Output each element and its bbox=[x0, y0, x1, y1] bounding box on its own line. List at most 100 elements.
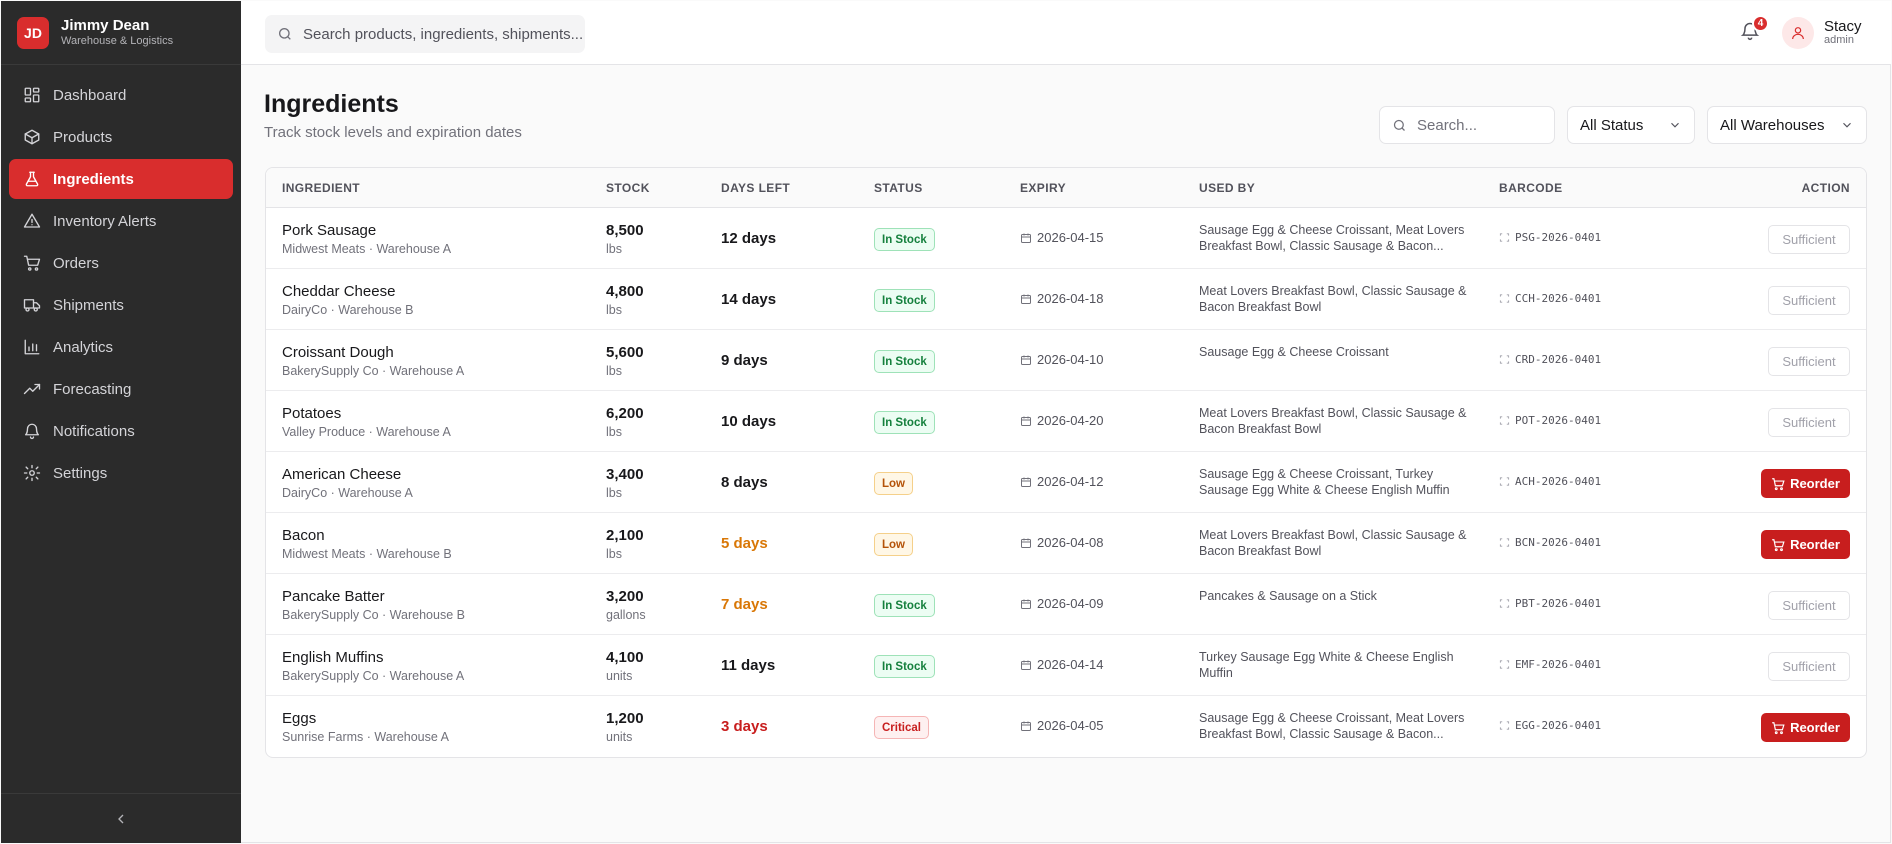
calendar-icon bbox=[1021, 355, 1031, 365]
reorder-button[interactable]: Reorder bbox=[1761, 713, 1850, 742]
sidebar-item-products[interactable]: Products bbox=[9, 117, 233, 157]
expiry-date: 2026-04-12 bbox=[1037, 474, 1104, 489]
cart-icon bbox=[23, 255, 41, 271]
warehouse-filter-value: All Warehouses bbox=[1720, 116, 1825, 134]
cart-icon bbox=[1772, 538, 1785, 551]
sidebar-item-inventory-alerts[interactable]: Inventory Alerts bbox=[9, 201, 233, 241]
table-row[interactable]: Croissant Dough BakerySupply Co · Wareho… bbox=[266, 330, 1866, 391]
stock-value: 3,400 bbox=[606, 466, 644, 483]
expiry-date: 2026-04-08 bbox=[1037, 535, 1104, 550]
sidebar-collapse-button[interactable] bbox=[1, 793, 241, 843]
table-row[interactable]: American Cheese DairyCo · Warehouse A 3,… bbox=[266, 452, 1866, 513]
table-row[interactable]: Potatoes Valley Produce · Warehouse A 6,… bbox=[266, 391, 1866, 452]
gear-icon bbox=[23, 464, 41, 482]
table-row[interactable]: Eggs Sunrise Farms · Warehouse A 1,200 u… bbox=[266, 696, 1866, 757]
sidebar-item-label: Shipments bbox=[53, 296, 124, 314]
ingredient-cell: Eggs Sunrise Farms · Warehouse A bbox=[282, 710, 449, 744]
barcode-value: PSG-2026-0401 bbox=[1515, 231, 1602, 244]
ingredient-search-input[interactable]: Search... bbox=[1379, 106, 1555, 144]
days-left: 9 days bbox=[721, 352, 768, 369]
sidebar-item-label: Analytics bbox=[53, 338, 114, 356]
ingredient-supplier: Sunrise Farms · Warehouse A bbox=[282, 730, 449, 744]
calendar-icon bbox=[1021, 660, 1031, 670]
expiry-cell: 2026-04-15 bbox=[1020, 230, 1104, 245]
sidebar-item-label: Inventory Alerts bbox=[53, 212, 157, 230]
sufficient-button[interactable]: Sufficient bbox=[1768, 652, 1850, 681]
stock-unit: lbs bbox=[606, 547, 622, 561]
sufficient-button[interactable]: Sufficient bbox=[1768, 347, 1850, 376]
status-badge: Low bbox=[874, 533, 913, 556]
sidebar-item-shipments[interactable]: Shipments bbox=[9, 285, 233, 325]
sidebar-item-dashboard[interactable]: Dashboard bbox=[9, 75, 233, 115]
sidebar-item-notifications[interactable]: Notifications bbox=[9, 411, 233, 451]
stock-unit: gallons bbox=[606, 608, 646, 622]
days-left: 11 days bbox=[721, 657, 776, 674]
sidebar-item-settings[interactable]: Settings bbox=[9, 453, 233, 493]
sidebar-item-label: Products bbox=[53, 128, 113, 146]
calendar-icon bbox=[1021, 538, 1031, 548]
sidebar-item-ingredients[interactable]: Ingredients bbox=[9, 159, 233, 199]
table-row[interactable]: Bacon Midwest Meats · Warehouse B 2,100 … bbox=[266, 513, 1866, 574]
ingredient-cell: Pork Sausage Midwest Meats · Warehouse A bbox=[282, 222, 451, 256]
barcode-value: ACH-2026-0401 bbox=[1515, 475, 1602, 488]
brand-logo: JD bbox=[17, 16, 49, 49]
global-search-input[interactable]: Search products, ingredients, shipments.… bbox=[265, 15, 585, 53]
used-by: Turkey Sausage Egg White & Cheese Englis… bbox=[1199, 650, 1454, 681]
used-by: Sausage Egg & Cheese Croissant, Meat Lov… bbox=[1199, 223, 1465, 254]
status-filter-select[interactable]: All Status bbox=[1567, 106, 1695, 144]
warehouse-filter-select[interactable]: All Warehouses bbox=[1707, 106, 1867, 144]
cart-icon bbox=[1772, 477, 1785, 490]
used-by: Sausage Egg & Cheese Croissant bbox=[1199, 345, 1389, 359]
chevron-left-icon bbox=[118, 814, 124, 823]
stock-cell: 4,800 lbs bbox=[606, 283, 644, 317]
notifications-button[interactable]: 4 bbox=[1740, 15, 1769, 45]
stock-value: 6,200 bbox=[606, 405, 644, 422]
trend-icon bbox=[23, 383, 41, 395]
ingredient-name: Bacon bbox=[282, 527, 325, 544]
user-menu[interactable]: Stacy admin bbox=[1782, 17, 1862, 49]
ingredient-search-placeholder: Search... bbox=[1417, 116, 1478, 134]
expiry-cell: 2026-04-10 bbox=[1020, 352, 1104, 367]
ingredient-cell: Pancake Batter BakerySupply Co · Warehou… bbox=[282, 588, 465, 622]
grid-icon bbox=[24, 87, 40, 103]
barcode-cell: CCH-2026-0401 bbox=[1499, 292, 1601, 305]
table-row[interactable]: Cheddar Cheese DairyCo · Warehouse B 4,8… bbox=[266, 269, 1866, 330]
sidebar-item-analytics[interactable]: Analytics bbox=[9, 327, 233, 367]
reorder-button[interactable]: Reorder bbox=[1761, 530, 1850, 559]
table-row[interactable]: Pork Sausage Midwest Meats · Warehouse A… bbox=[266, 208, 1866, 269]
used-by: Sausage Egg & Cheese Croissant, Turkey S… bbox=[1199, 467, 1450, 498]
expiry-cell: 2026-04-14 bbox=[1020, 657, 1104, 672]
table-row[interactable]: Pancake Batter BakerySupply Co · Warehou… bbox=[266, 574, 1866, 635]
calendar-icon bbox=[1021, 477, 1031, 487]
sidebar-item-forecasting[interactable]: Forecasting bbox=[9, 369, 233, 409]
header-action: ACTION bbox=[1801, 181, 1850, 195]
reorder-button-label: Reorder bbox=[1790, 720, 1840, 735]
stock-unit: lbs bbox=[606, 486, 622, 500]
ingredient-name: American Cheese bbox=[282, 466, 402, 483]
bell-icon bbox=[1740, 22, 1760, 41]
expiry-date: 2026-04-14 bbox=[1037, 657, 1104, 672]
sidebar-item-label: Settings bbox=[53, 464, 108, 482]
sidebar-nav: Dashboard Products Ingredients Inventory… bbox=[1, 65, 241, 505]
stock-cell: 1,200 units bbox=[606, 710, 644, 744]
stock-value: 4,800 bbox=[606, 283, 644, 300]
ingredient-supplier: Midwest Meats · Warehouse A bbox=[282, 242, 452, 256]
expiry-cell: 2026-04-20 bbox=[1020, 413, 1104, 428]
bell-icon bbox=[24, 423, 40, 440]
brand-subtitle: Warehouse & Logistics bbox=[61, 34, 174, 47]
sufficient-button[interactable]: Sufficient bbox=[1768, 225, 1850, 254]
page-subtitle: Track stock levels and expiration dates bbox=[264, 124, 522, 141]
reorder-button[interactable]: Reorder bbox=[1761, 469, 1850, 498]
sidebar-item-orders[interactable]: Orders bbox=[9, 243, 233, 283]
table-header: INGREDIENT STOCK DAYS LEFT STATUS EXPIRY… bbox=[266, 168, 1866, 208]
table-row[interactable]: English Muffins BakerySupply Co · Wareho… bbox=[266, 635, 1866, 696]
ingredient-supplier: DairyCo · Warehouse A bbox=[282, 486, 413, 500]
barcode-value: EMF-2026-0401 bbox=[1515, 658, 1602, 671]
header-expiry: EXPIRY bbox=[1020, 181, 1066, 195]
sufficient-button[interactable]: Sufficient bbox=[1768, 408, 1850, 437]
stock-value: 8,500 bbox=[606, 222, 644, 239]
sufficient-button[interactable]: Sufficient bbox=[1768, 286, 1850, 315]
status-badge: Low bbox=[874, 472, 913, 495]
sidebar-item-label: Dashboard bbox=[53, 86, 127, 104]
sufficient-button[interactable]: Sufficient bbox=[1768, 591, 1850, 620]
